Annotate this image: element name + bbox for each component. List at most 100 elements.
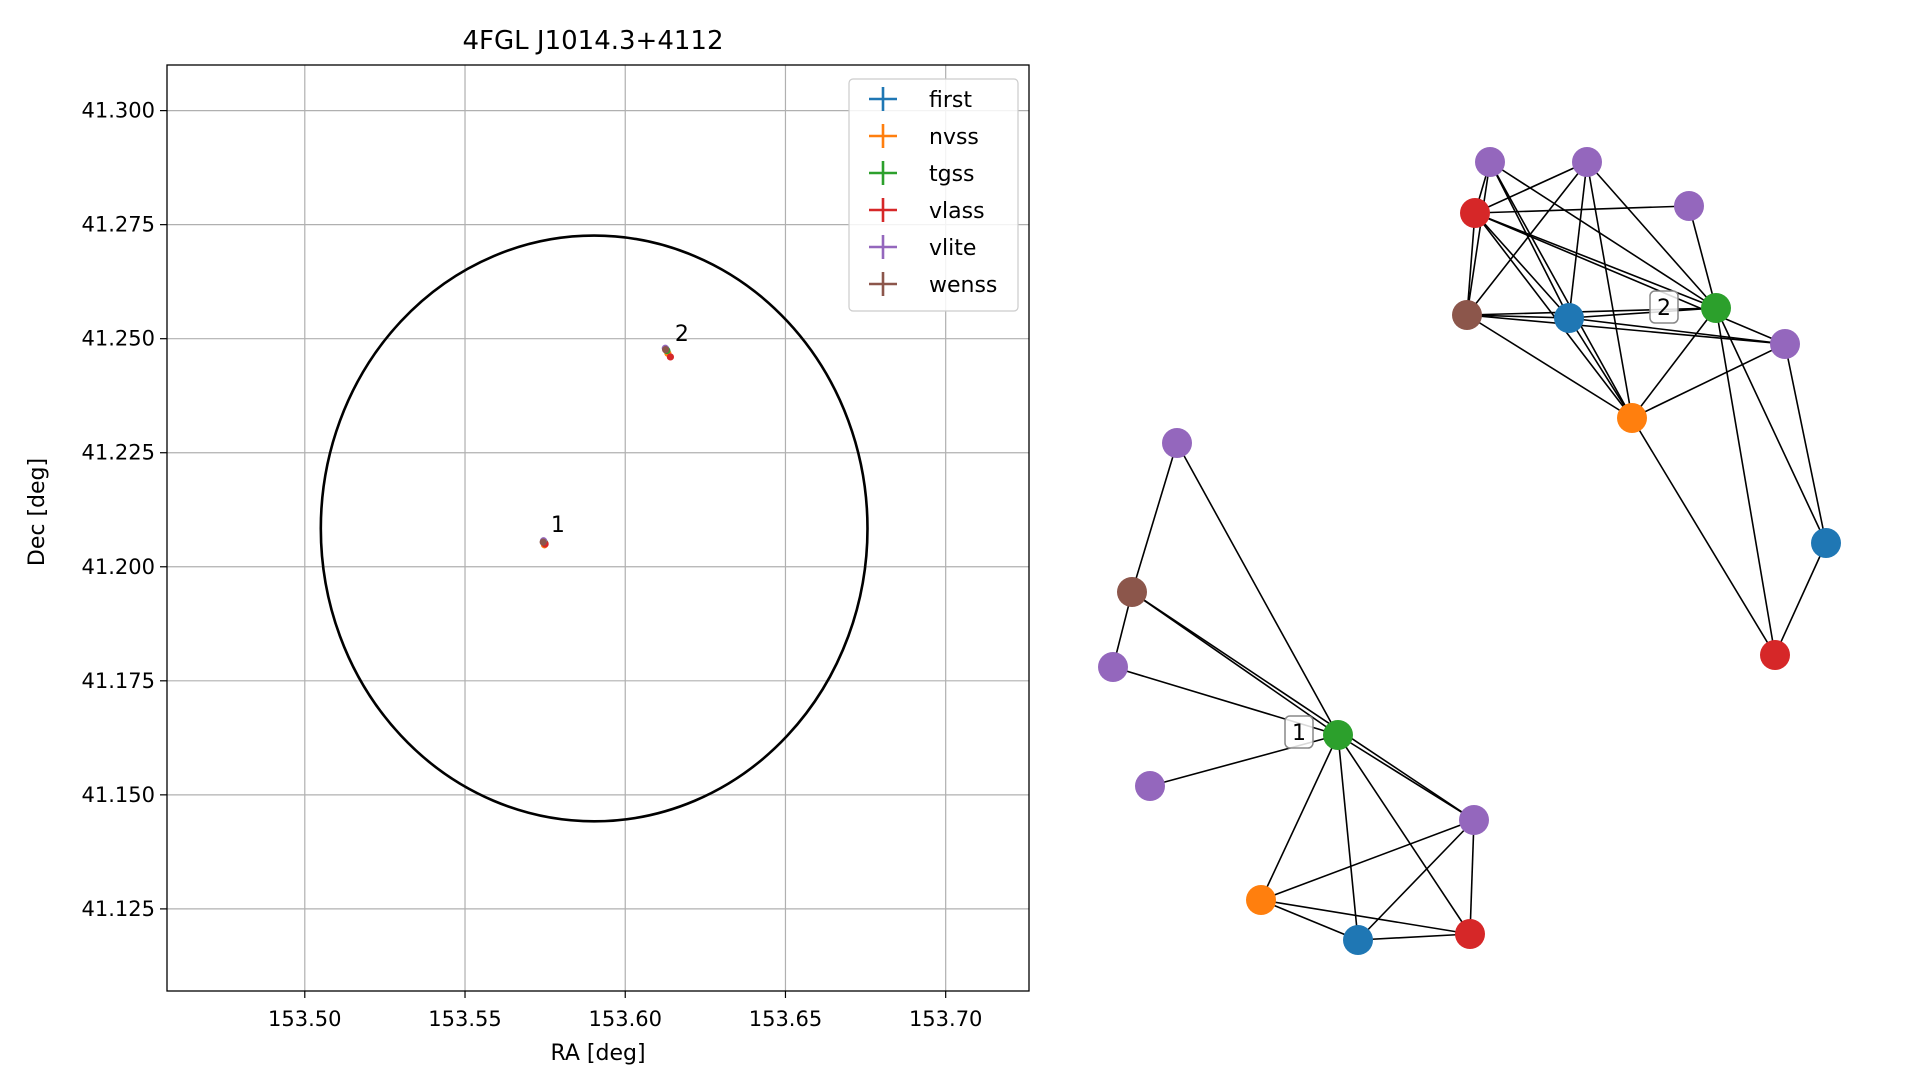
network-label: 2: [1657, 296, 1671, 321]
network-edge: [1489, 161, 1570, 319]
network-edge: [1357, 933, 1471, 941]
network-edge: [1474, 212, 1570, 319]
x-tick-label: 153.50: [268, 1007, 341, 1031]
y-tick-label: 41.125: [82, 897, 155, 921]
network-edge: [1715, 307, 1776, 656]
x-axis-label: RA [deg]: [550, 1041, 645, 1066]
network-edge: [1474, 212, 1633, 419]
network-node-vlite: [1475, 147, 1505, 177]
network-edge: [1466, 212, 1476, 316]
network-labels: 12: [1284, 290, 1679, 749]
network-edge: [1784, 343, 1827, 544]
network-edge: [1469, 819, 1475, 935]
network-node-nvss: [1617, 403, 1647, 433]
network-edge: [1337, 734, 1359, 941]
legend: first nvss tgss vlass vlite wenss: [848, 78, 1019, 312]
data-points: [539, 344, 675, 549]
network-node-wenss: [1452, 300, 1482, 330]
network-edge: [1489, 161, 1717, 309]
network-node-wenss: [1117, 577, 1147, 607]
network-node-vlite: [1459, 805, 1489, 835]
y-tick-label: 41.275: [82, 213, 155, 237]
y-axis-ticks: 41.125 41.150 41.175 41.200 41.225 41.250 41.2…: [82, 99, 167, 921]
network-graph: 12: [1098, 147, 1841, 955]
network-edge: [1260, 899, 1359, 941]
network-node-vlite: [1098, 652, 1128, 682]
network-edge: [1176, 442, 1339, 736]
network-node-first: [1343, 925, 1373, 955]
data-point-vlass: [666, 353, 675, 361]
x-tick-label: 153.65: [749, 1007, 822, 1031]
y-tick-label: 41.300: [82, 99, 155, 123]
network-edge: [1357, 819, 1475, 941]
network-edge: [1586, 161, 1633, 419]
y-axis-label: Dec [deg]: [25, 458, 50, 566]
plot-frame: [166, 64, 1030, 992]
legend-entry-nvss: nvss: [929, 125, 979, 150]
error-ellipse: [319, 234, 869, 823]
network-edges: [1112, 161, 1827, 941]
network-edge: [1774, 542, 1827, 656]
y-tick-label: 41.200: [82, 555, 155, 579]
legend-entry-vlass: vlass: [929, 199, 985, 224]
legend-entry-vlite: vlite: [929, 236, 976, 261]
data-point-wenss: [662, 346, 670, 354]
x-axis-ticks: 153.50 153.55 153.60 153.65 153.70: [268, 991, 982, 1031]
network-edge: [1131, 442, 1178, 593]
network-edge: [1131, 591, 1475, 821]
network-node-nvss: [1246, 885, 1276, 915]
network-edge: [1466, 314, 1633, 419]
network-nodes: [1098, 147, 1841, 955]
network-edge: [1466, 314, 1786, 345]
error-ellipse-outline: [319, 234, 869, 823]
legend-entry-wenss: wenss: [929, 273, 997, 298]
network-node-vlite: [1135, 771, 1165, 801]
y-tick-label: 41.150: [82, 783, 155, 807]
scatter-chart: 4FGL J1014.3+4112 12 153.50 153.55 153.60 1…: [25, 26, 1030, 1066]
y-tick-label: 41.225: [82, 441, 155, 465]
network-node-vlite: [1674, 191, 1704, 221]
network-edge: [1568, 307, 1717, 319]
x-tick-label: 153.60: [588, 1007, 661, 1031]
network-edge: [1568, 317, 1633, 419]
legend-entry-tgss: tgss: [929, 162, 975, 187]
network-edge: [1337, 734, 1471, 935]
network-node-vlite: [1162, 428, 1192, 458]
network-edge: [1260, 899, 1471, 935]
network-edge: [1568, 317, 1786, 345]
network-edge: [1466, 314, 1570, 319]
network-node-tgss: [1701, 293, 1731, 323]
network-node-first: [1554, 303, 1584, 333]
network-node-tgss: [1323, 720, 1353, 750]
network-edge: [1474, 161, 1588, 214]
network-edge: [1631, 307, 1717, 419]
network-node-vlass: [1760, 640, 1790, 670]
network-edge: [1489, 161, 1633, 419]
network-label-box: [1649, 290, 1679, 324]
network-node-vlite: [1572, 147, 1602, 177]
network-edge: [1568, 161, 1588, 319]
point-annotations: 12: [551, 322, 689, 538]
network-label: 1: [1292, 721, 1306, 746]
network-edge: [1260, 734, 1339, 901]
network-edge: [1466, 161, 1491, 316]
chart-title: 4FGL J1014.3+4112: [463, 26, 724, 56]
network-edge: [1631, 343, 1786, 419]
network-edge: [1260, 819, 1475, 901]
network-edge: [1474, 205, 1690, 214]
y-tick-label: 41.250: [82, 327, 155, 351]
network-edge: [1631, 417, 1776, 656]
network-label-box: [1284, 715, 1314, 749]
network-edge: [1715, 307, 1827, 544]
network-node-vlass: [1460, 198, 1490, 228]
legend-entry-first: first: [929, 88, 972, 113]
point-annotation: 1: [551, 513, 565, 538]
data-point-wenss: [539, 538, 547, 546]
y-tick-label: 41.175: [82, 669, 155, 693]
x-tick-label: 153.55: [428, 1007, 501, 1031]
x-tick-label: 153.70: [909, 1007, 982, 1031]
network-edge: [1586, 161, 1717, 309]
network-node-vlite: [1770, 329, 1800, 359]
network-edge: [1474, 212, 1786, 345]
